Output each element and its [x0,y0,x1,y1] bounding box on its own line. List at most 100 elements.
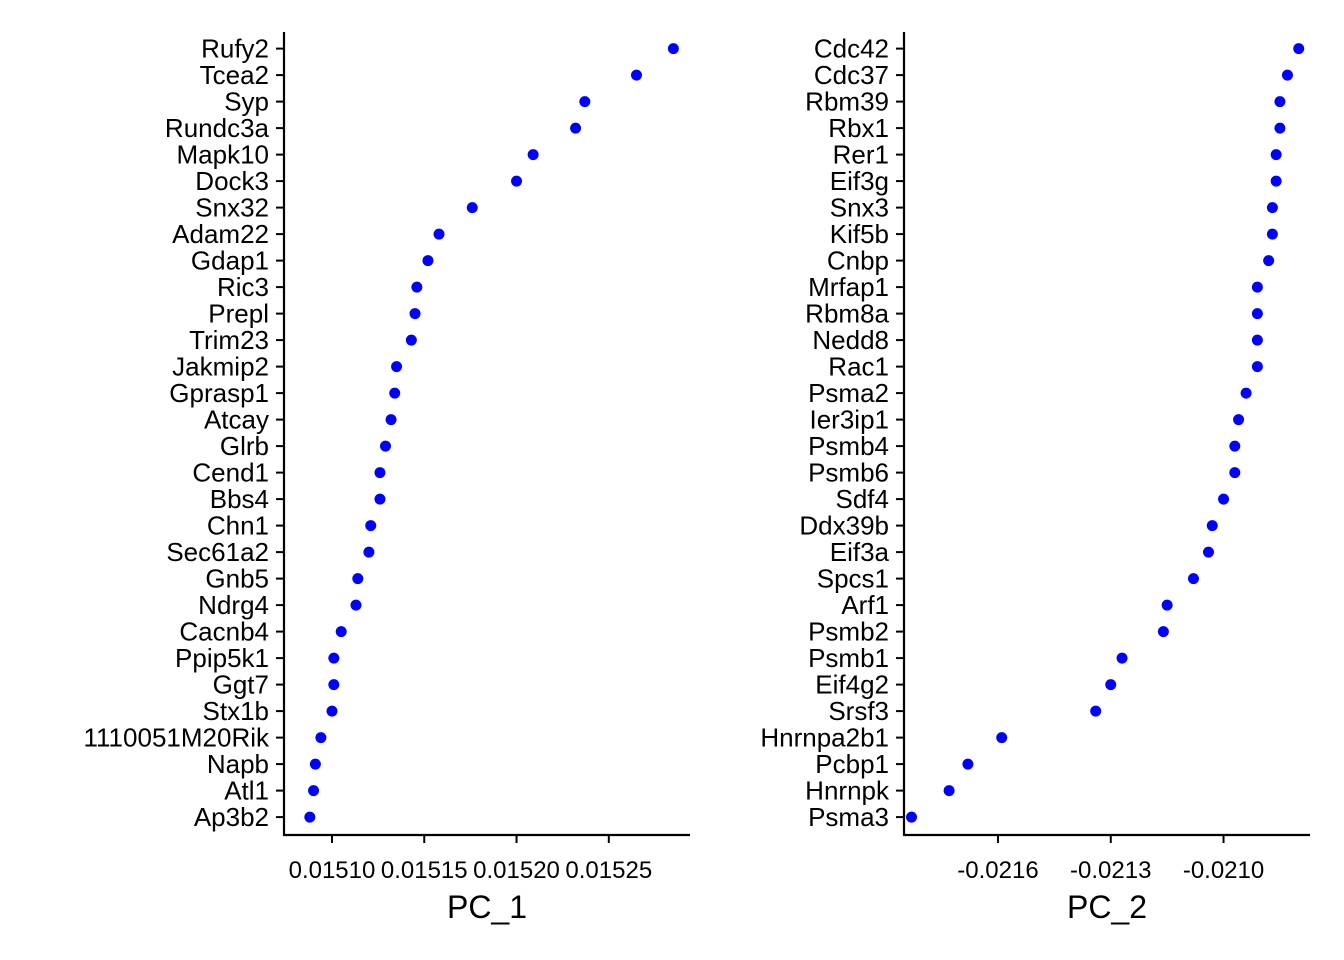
gene-label: Chn1 [207,511,269,541]
gene-label: Atl1 [224,776,269,806]
data-point [996,732,1008,744]
data-point [962,758,974,770]
gene-label: Cdc42 [814,34,889,64]
data-point [308,785,320,797]
data-point [1157,626,1169,638]
data-point [328,652,340,664]
gene-label: Rbm39 [805,87,889,117]
gene-label: Cend1 [192,458,269,488]
gene-label: Cnbp [827,246,889,276]
gene-label: Trim23 [189,325,269,355]
gene-label: Psmb1 [808,643,889,673]
data-point [630,69,642,81]
gene-label: Pcbp1 [815,749,889,779]
data-point [374,493,386,505]
data-point [1266,202,1278,214]
data-point [1251,281,1263,293]
data-point [328,679,340,691]
data-point [1240,387,1252,399]
data-point [352,573,364,585]
data-point [1270,149,1282,161]
data-point [466,202,478,214]
gene-label: Eif3g [830,166,889,196]
x-tick-label: 0.01510 [289,857,376,884]
x-tick-label: -0.0210 [1183,857,1264,884]
data-point [380,440,391,452]
gene-label: Psmb4 [808,431,889,461]
data-point [1229,467,1241,479]
data-point [1105,679,1117,691]
gene-label: Jakmip2 [172,352,269,382]
gene-label: Gdap1 [191,246,269,276]
gene-label: Ap3b2 [194,802,269,832]
gene-label: Ddx39b [799,511,889,541]
gene-label: Gprasp1 [169,378,269,408]
data-point [1206,520,1218,532]
data-point [1274,122,1286,134]
data-point [350,599,362,611]
gene-label: Tcea2 [200,60,269,90]
pc2-panel: Cdc42Cdc37Rbm39Rbx1Rer1Eif3gSnx3Kif5bCnb… [760,32,1310,925]
gene-label: Sdf4 [836,484,890,514]
gene-label: Eif4g2 [815,670,889,700]
x-tick-label: 0.01520 [473,857,560,884]
gene-label: Kif5b [830,219,889,249]
x-tick-label: -0.0213 [1070,857,1151,884]
data-point [326,705,338,717]
data-point [1293,43,1305,55]
gene-label: Mapk10 [177,140,270,170]
data-point [365,520,377,532]
data-point [433,228,445,240]
data-point [363,546,375,558]
pc1-panel: Rufy2Tcea2SypRundc3aMapk10Dock3Snx32Adam… [84,32,690,925]
data-point [422,255,434,267]
gene-label: Atcay [204,405,269,435]
gene-label: Ggt7 [213,670,269,700]
gene-label: 1110051M20Rik [84,723,270,753]
gene-label: Bbs4 [210,484,269,514]
data-point [1274,96,1286,108]
gene-label: Arf1 [841,590,889,620]
gene-label: Psmb2 [808,617,889,647]
data-point [1281,69,1293,81]
gene-label: Dock3 [195,166,269,196]
gene-label: Cdc37 [814,60,889,90]
gene-label: Gnb5 [205,564,269,594]
gene-label: Sec61a2 [166,537,269,567]
x-axis-title: PC_1 [447,889,527,925]
data-point [405,334,417,346]
data-point [1251,308,1263,320]
gene-label: Rbx1 [828,113,889,143]
gene-label: Cacnb4 [179,617,269,647]
data-point [1218,493,1230,505]
gene-label: Snx32 [195,193,269,223]
gene-label: Spcs1 [817,564,889,594]
data-point [304,811,316,823]
data-point [570,122,582,134]
x-axis-title: PC_2 [1067,889,1147,925]
gene-label: Nedd8 [812,325,889,355]
data-point [1090,705,1102,717]
data-point [667,43,679,55]
gene-label: Ndrg4 [198,590,269,620]
data-point [527,149,539,161]
gene-label: Rbm8a [805,299,889,329]
data-point [1251,361,1263,373]
gene-label: Glrb [220,431,269,461]
gene-label: Napb [207,749,269,779]
data-point [1270,175,1282,187]
gene-label: Mrfap1 [808,272,889,302]
data-point [1233,414,1245,426]
data-point [391,361,403,373]
data-point [1116,652,1128,664]
data-point [335,626,347,638]
gene-label: Stx1b [203,696,270,726]
data-point [389,387,401,399]
gene-label: Syp [224,87,269,117]
data-point [1251,334,1263,346]
data-point [579,96,591,108]
data-point [385,414,397,426]
gene-label: Hnrnpa2b1 [760,723,889,753]
data-point [409,308,421,320]
